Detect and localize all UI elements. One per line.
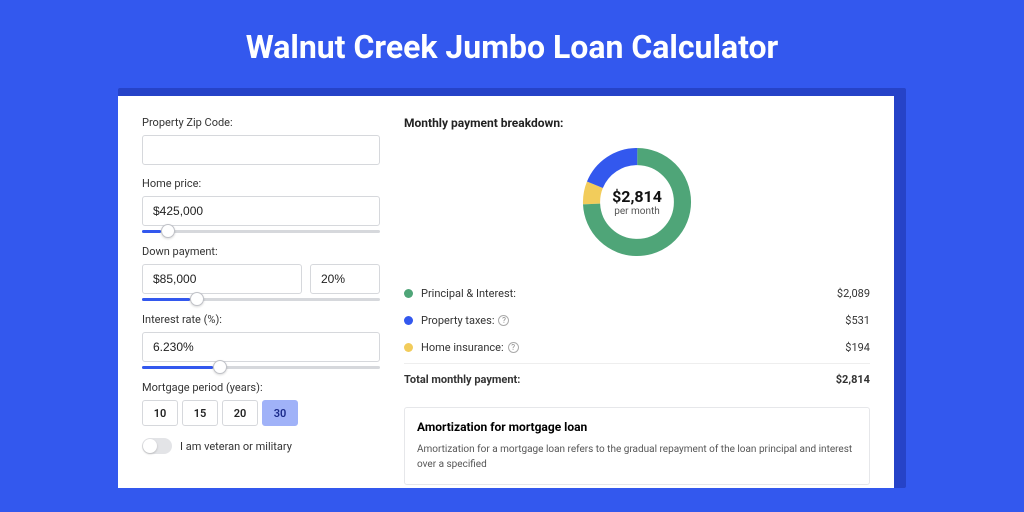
page-title: Walnut Creek Jumbo Loan Calculator — [0, 0, 1024, 88]
breakdown-title: Monthly payment breakdown: — [404, 116, 870, 130]
mortgage-period-label: Mortgage period (years): — [142, 381, 380, 394]
interest-rate-label: Interest rate (%): — [142, 313, 380, 326]
veteran-toggle-row: I am veteran or military — [142, 438, 380, 454]
down-payment-label: Down payment: — [142, 245, 380, 258]
legend-label: Principal & Interest: — [421, 287, 516, 300]
legend-label: Home insurance: ? — [421, 341, 519, 354]
slider-thumb[interactable] — [161, 224, 175, 238]
down-payment-input[interactable] — [142, 264, 302, 294]
period-button-15[interactable]: 15 — [182, 400, 218, 426]
legend-dot — [404, 289, 413, 298]
legend-amount: $2,089 — [837, 287, 870, 300]
legend-row: Home insurance: ? $194 — [404, 334, 870, 361]
legend-row: Property taxes: ? $531 — [404, 307, 870, 334]
veteran-label: I am veteran or military — [180, 440, 292, 453]
donut-chart: $2,814 per month — [577, 142, 697, 262]
amortization-title: Amortization for mortgage loan — [417, 420, 857, 434]
donut-amount: $2,814 — [612, 187, 662, 206]
down-payment-pct-input[interactable] — [310, 264, 380, 294]
total-label: Total monthly payment: — [404, 373, 520, 386]
inputs-column: Property Zip Code: Home price: Down paym… — [142, 116, 380, 488]
amortization-text: Amortization for a mortgage loan refers … — [417, 442, 857, 472]
down-payment-slider[interactable] — [142, 298, 380, 301]
slider-thumb[interactable] — [213, 360, 227, 374]
amortization-box: Amortization for mortgage loan Amortizat… — [404, 407, 870, 485]
slider-thumb[interactable] — [190, 292, 204, 306]
home-price-label: Home price: — [142, 177, 380, 190]
breakdown-column: Monthly payment breakdown: $2,814 per mo… — [404, 116, 870, 488]
legend-row: Principal & Interest: $2,089 — [404, 280, 870, 307]
interest-rate-slider[interactable] — [142, 366, 380, 369]
legend-dot — [404, 343, 413, 352]
legend-amount: $194 — [845, 341, 870, 354]
panel-shadow: Property Zip Code: Home price: Down paym… — [118, 88, 906, 488]
period-button-30[interactable]: 30 — [262, 400, 298, 426]
veteran-toggle[interactable] — [142, 438, 172, 454]
info-icon[interactable]: ? — [508, 342, 519, 353]
zip-field: Property Zip Code: — [142, 116, 380, 165]
total-amount: $2,814 — [836, 373, 870, 386]
breakdown-legend: Principal & Interest: $2,089 Property taxe… — [404, 280, 870, 361]
home-price-input[interactable] — [142, 196, 380, 226]
legend-label: Property taxes: ? — [421, 314, 509, 327]
down-payment-field: Down payment: — [142, 245, 380, 301]
zip-label: Property Zip Code: — [142, 116, 380, 129]
slider-fill — [142, 230, 161, 233]
period-button-10[interactable]: 10 — [142, 400, 178, 426]
calculator-panel: Property Zip Code: Home price: Down paym… — [118, 96, 894, 488]
legend-dot — [404, 316, 413, 325]
mortgage-period-options: 10152030 — [142, 400, 380, 426]
toggle-knob — [143, 439, 157, 453]
zip-input[interactable] — [142, 135, 380, 165]
period-button-20[interactable]: 20 — [222, 400, 258, 426]
donut-sub: per month — [612, 206, 662, 217]
home-price-slider[interactable] — [142, 230, 380, 233]
total-row: Total monthly payment: $2,814 — [404, 363, 870, 393]
donut-chart-wrap: $2,814 per month — [404, 142, 870, 262]
interest-rate-field: Interest rate (%): — [142, 313, 380, 369]
mortgage-period-field: Mortgage period (years): 10152030 — [142, 381, 380, 426]
slider-fill — [142, 298, 190, 301]
slider-fill — [142, 366, 213, 369]
donut-center: $2,814 per month — [612, 187, 662, 217]
interest-rate-input[interactable] — [142, 332, 380, 362]
home-price-field: Home price: — [142, 177, 380, 233]
legend-amount: $531 — [845, 314, 870, 327]
info-icon[interactable]: ? — [498, 315, 509, 326]
